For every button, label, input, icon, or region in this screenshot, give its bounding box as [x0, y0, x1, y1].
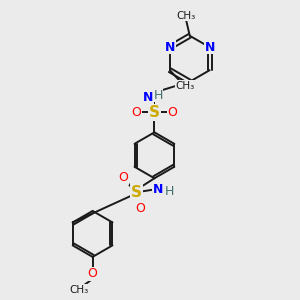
Text: O: O [131, 106, 141, 119]
Text: N: N [153, 183, 163, 196]
Text: O: O [88, 268, 98, 281]
Text: H: H [164, 185, 174, 198]
Text: S: S [149, 105, 160, 120]
Text: N: N [165, 41, 175, 54]
Text: O: O [135, 202, 145, 214]
Text: CH₃: CH₃ [177, 11, 196, 21]
Text: N: N [205, 41, 215, 54]
Text: O: O [168, 106, 178, 119]
Text: N: N [143, 91, 153, 104]
Text: CH₃: CH₃ [70, 285, 89, 295]
Text: CH₃: CH₃ [176, 80, 195, 91]
Text: S: S [131, 185, 142, 200]
Text: O: O [118, 172, 128, 184]
Text: H: H [153, 89, 163, 102]
